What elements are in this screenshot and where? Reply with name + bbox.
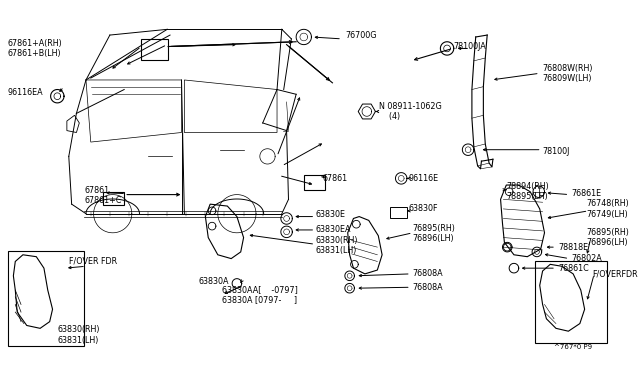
Bar <box>535 262 607 343</box>
Text: 76748(RH)
76749(LH): 76748(RH) 76749(LH) <box>586 199 629 219</box>
Text: 63830E: 63830E <box>316 210 345 219</box>
Text: 78894(RH)
78895(LH): 78894(RH) 78895(LH) <box>506 182 549 201</box>
Bar <box>103 192 124 205</box>
Text: 76808W(RH)
76809W(LH): 76808W(RH) 76809W(LH) <box>543 64 593 83</box>
Bar <box>8 251 84 346</box>
Text: 78100JA: 78100JA <box>454 42 486 51</box>
Text: 76808A: 76808A <box>413 269 444 278</box>
Text: F/OVERFDR: F/OVERFDR <box>592 269 638 278</box>
Text: 78100J: 78100J <box>543 147 570 156</box>
Text: 63830EA: 63830EA <box>316 225 351 234</box>
Text: ^767*0 P9: ^767*0 P9 <box>554 344 592 350</box>
Text: 76861E: 76861E <box>572 189 602 198</box>
Text: 76802A: 76802A <box>572 254 602 263</box>
Text: 63830(RH)
63831(LH): 63830(RH) 63831(LH) <box>316 235 358 255</box>
Text: 63830F: 63830F <box>409 205 438 214</box>
Text: 76700G: 76700G <box>346 31 378 39</box>
Bar <box>304 174 324 190</box>
Text: 76895(RH)
76896(LH): 76895(RH) 76896(LH) <box>586 228 629 247</box>
Text: 67861
67861+C: 67861 67861+C <box>84 186 122 205</box>
Text: 63830A: 63830A <box>198 277 229 286</box>
Text: 76895(RH)
76896(LH): 76895(RH) 76896(LH) <box>413 224 456 243</box>
Text: 78818E: 78818E <box>558 243 588 251</box>
Bar <box>390 207 407 218</box>
Text: 76808A: 76808A <box>413 283 444 292</box>
Text: 96116E: 96116E <box>409 174 439 183</box>
Text: F/OVER FDR: F/OVER FDR <box>68 256 117 265</box>
Text: 76861C: 76861C <box>558 264 589 273</box>
Text: 63830(RH)
63831(LH): 63830(RH) 63831(LH) <box>58 326 100 345</box>
Text: 96116EA: 96116EA <box>8 88 44 97</box>
Text: 63830AA[    -0797]
63830A [0797-     ]: 63830AA[ -0797] 63830A [0797- ] <box>221 285 298 305</box>
Text: N 08911-1062G
    (4): N 08911-1062G (4) <box>380 102 442 121</box>
Text: 67861+A(RH)
67861+B(LH): 67861+A(RH) 67861+B(LH) <box>8 39 62 58</box>
Bar <box>141 39 168 60</box>
Text: 67861: 67861 <box>323 174 348 183</box>
